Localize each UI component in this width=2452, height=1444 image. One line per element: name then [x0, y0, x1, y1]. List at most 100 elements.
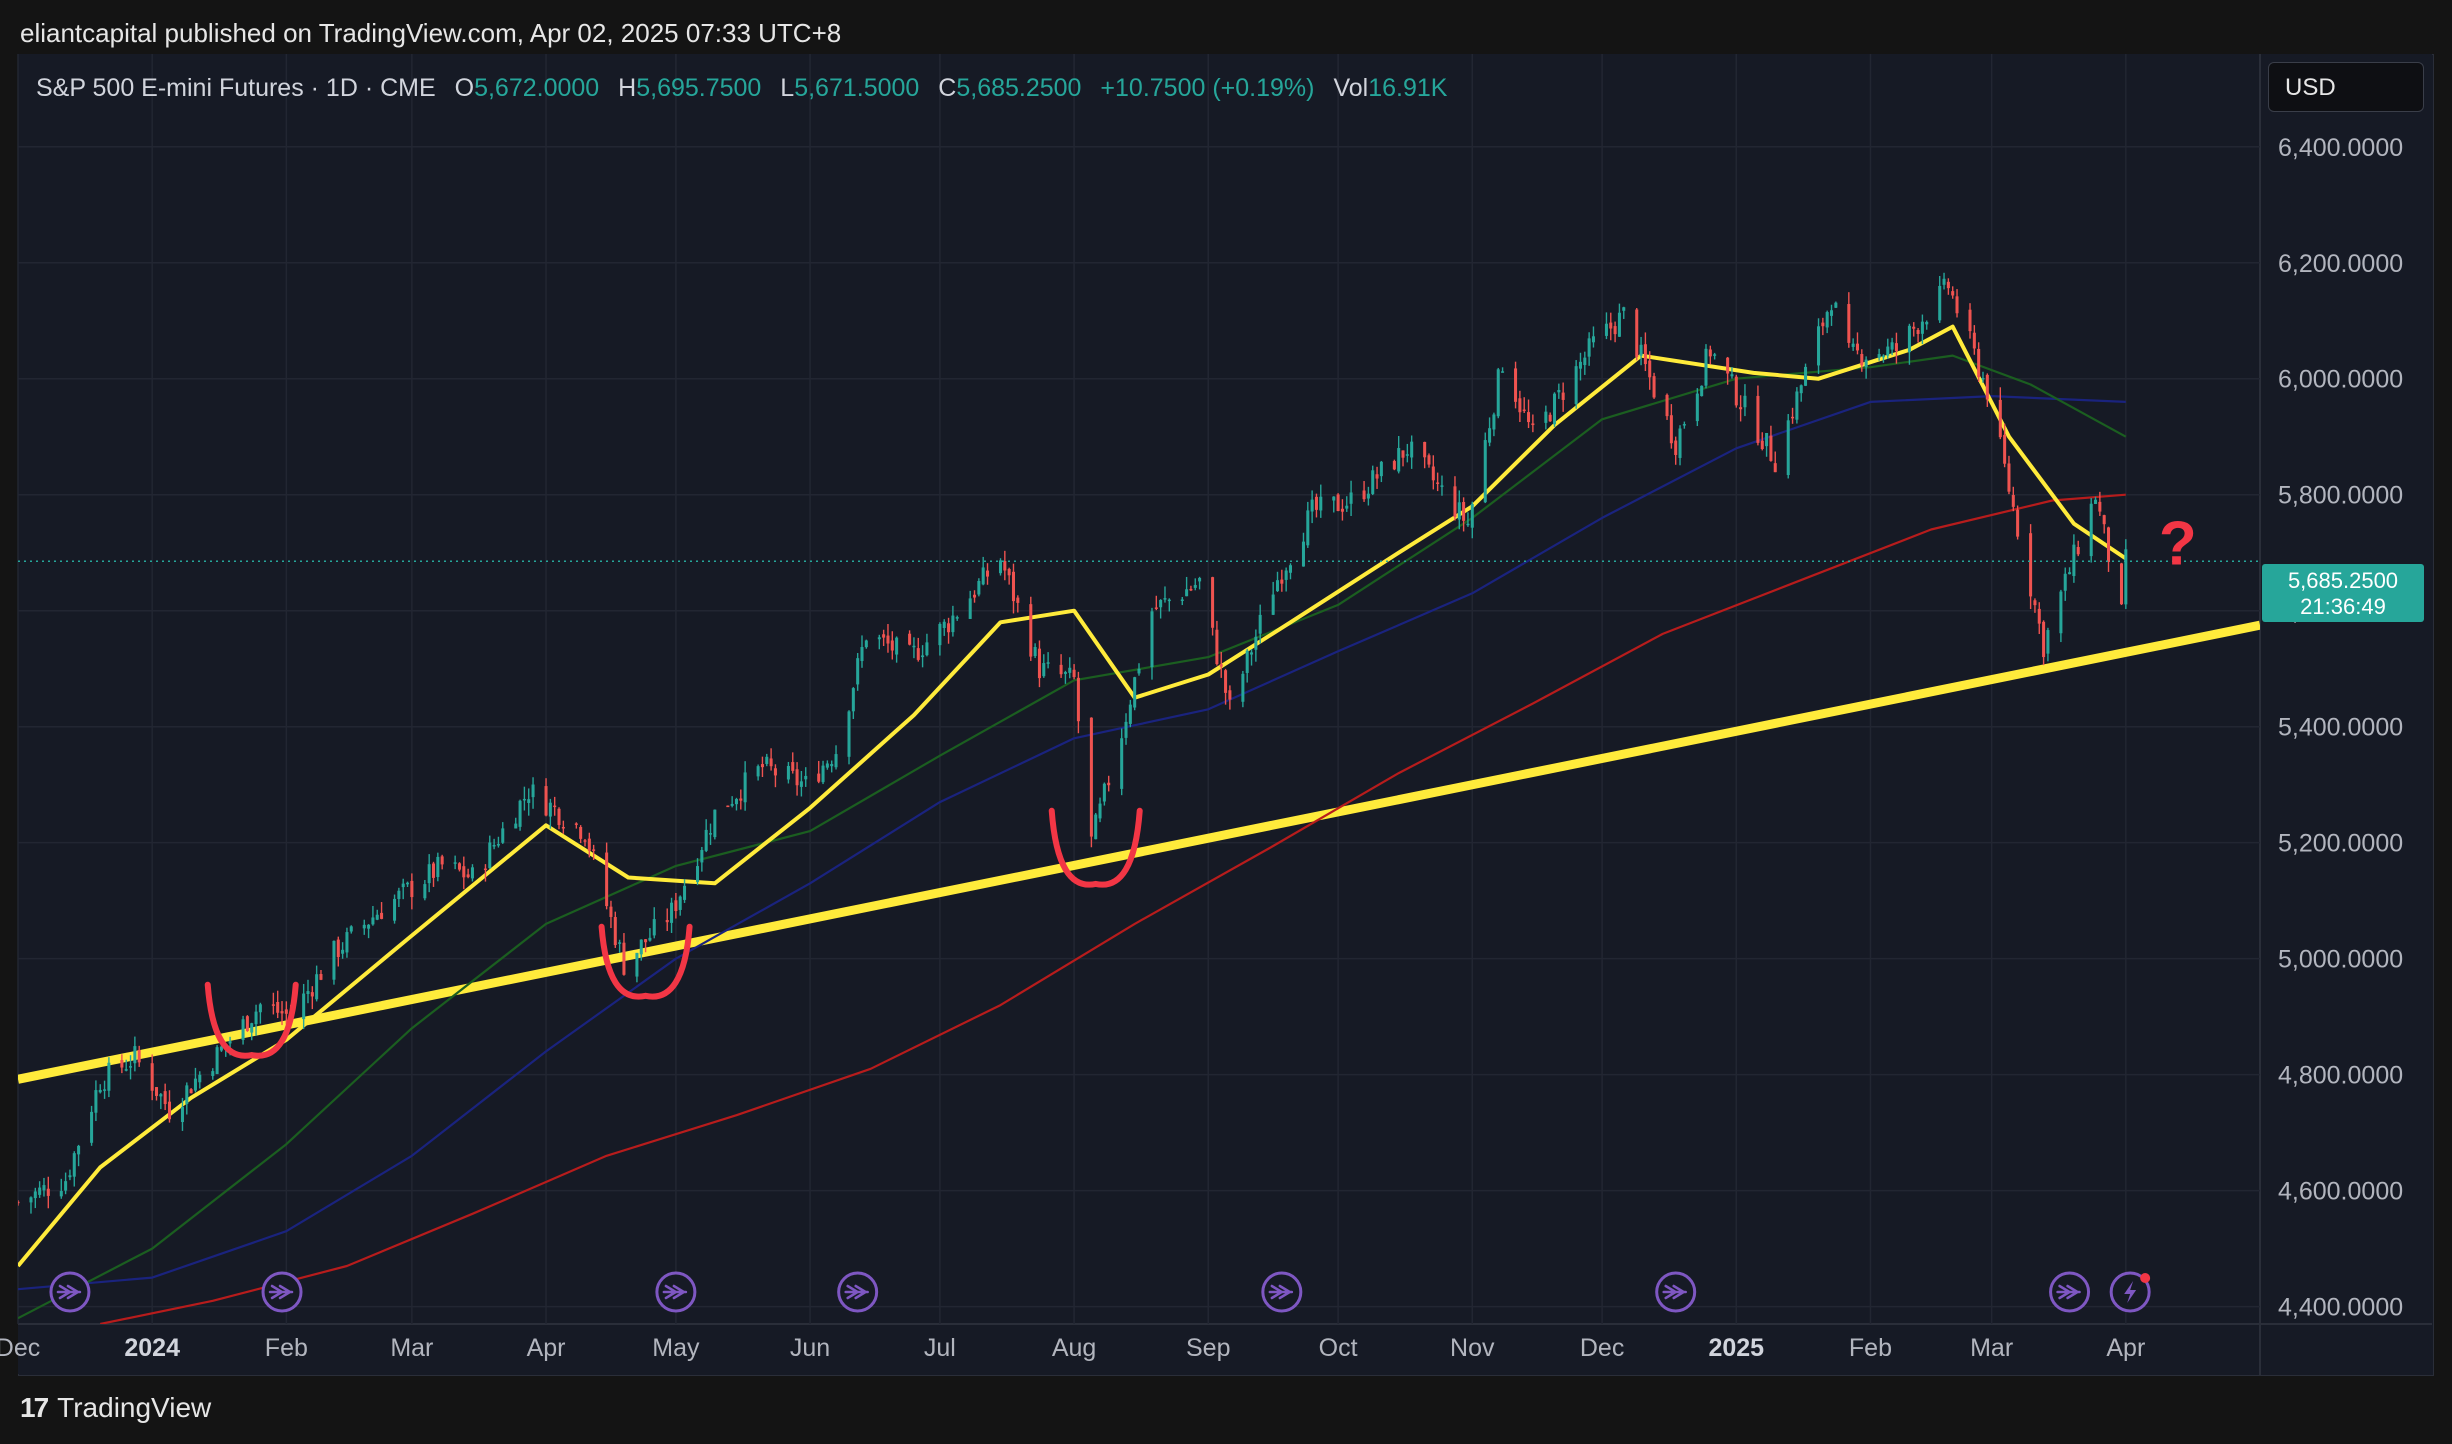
price-tick-label: 5,000.0000	[2278, 946, 2403, 974]
candle-body	[401, 883, 405, 888]
candle-body	[574, 823, 578, 825]
candle-body	[393, 898, 397, 921]
candle-body	[1258, 614, 1262, 634]
candle-body	[2037, 608, 2041, 624]
candle-body	[431, 863, 436, 878]
candle-body	[769, 758, 773, 767]
candle-body	[882, 634, 886, 638]
candle-body	[1851, 343, 1855, 347]
lightning-event-icon[interactable]	[2109, 1271, 2151, 1313]
candle-body	[890, 640, 894, 651]
candle-body	[107, 1062, 111, 1091]
candle-body	[120, 1060, 124, 1068]
candle-body	[1531, 423, 1535, 426]
candle-body	[895, 637, 899, 655]
candle-body	[1410, 441, 1414, 458]
candle-body	[1795, 391, 1799, 420]
candle-body	[743, 772, 747, 803]
time-tick-label: Apr	[527, 1334, 566, 1362]
candle-body	[1894, 343, 1898, 352]
economic-event-icon[interactable]	[49, 1271, 91, 1313]
candle-body	[1578, 361, 1582, 369]
candle-body	[1029, 604, 1033, 657]
chart-grid	[17, 54, 2432, 1376]
candle-body	[1925, 321, 1929, 325]
candle-body	[644, 939, 648, 943]
candle-body	[799, 781, 803, 787]
candle-body	[410, 880, 414, 898]
time-tick-label: Dec	[1580, 1334, 1624, 1362]
candle-body	[1345, 505, 1349, 509]
candle-body	[1639, 344, 1643, 356]
candle-body	[492, 844, 496, 847]
candle-body	[760, 764, 764, 768]
economic-event-icon[interactable]	[655, 1271, 697, 1313]
economic-event-icon[interactable]	[837, 1271, 879, 1313]
candle-body	[1972, 332, 1976, 349]
candle-body	[678, 896, 682, 910]
candle-body	[1704, 348, 1708, 386]
candle-body	[159, 1094, 163, 1097]
candle-body	[2042, 621, 2046, 658]
candle-body	[1855, 343, 1859, 351]
candle-body	[700, 850, 704, 863]
candle-body	[652, 919, 656, 936]
candle-body	[470, 867, 474, 879]
currency-selector[interactable]: USD	[2268, 62, 2424, 112]
candle-body	[544, 786, 548, 816]
candle-body	[1016, 597, 1020, 603]
ma-slow-line	[18, 395, 2126, 1291]
candle-body	[609, 906, 613, 917]
candle-body	[1042, 663, 1046, 677]
publish-header: eliantcapital published on TradingView.c…	[0, 0, 2452, 54]
candle-body	[942, 621, 946, 629]
candle-body	[1423, 441, 1427, 458]
candle-body	[1488, 428, 1492, 443]
time-tick-label: Mar	[390, 1334, 433, 1362]
tradingview-logo[interactable]: 17 TradingView	[20, 1392, 211, 1424]
candle-body	[834, 754, 838, 768]
candle-body	[2011, 495, 2015, 507]
symbol-title[interactable]: S&P 500 E-mini Futures · 1D · CME	[36, 74, 436, 102]
candle-body	[825, 763, 829, 768]
economic-event-icon[interactable]	[1655, 1271, 1697, 1313]
candle-body	[708, 833, 713, 835]
economic-event-icon[interactable]	[2049, 1271, 2091, 1313]
candle-body	[2033, 600, 2037, 606]
candle-body	[137, 1049, 141, 1063]
high-label: H	[618, 74, 637, 102]
candle-body	[1375, 474, 1379, 479]
candle-body	[683, 885, 687, 900]
candle-body	[791, 762, 795, 771]
candle-body	[284, 1009, 288, 1014]
economic-event-icon[interactable]	[261, 1271, 303, 1313]
candle-body	[557, 808, 561, 826]
economic-event-icon[interactable]	[1261, 1271, 1303, 1313]
candle-body	[587, 838, 591, 851]
candle-body	[1284, 570, 1288, 580]
candle-body	[1224, 670, 1228, 693]
candle-body	[2007, 463, 2011, 492]
candle-body	[947, 623, 951, 633]
candle-body	[1920, 321, 1924, 334]
candle-body	[592, 849, 596, 851]
candle-body	[1496, 369, 1500, 417]
ma-mid-line	[18, 354, 2127, 1320]
candle-body	[258, 1004, 262, 1013]
publish-info: eliantcapital published on TradingView.c…	[20, 18, 842, 48]
candle-body	[302, 993, 306, 1020]
candle-body	[2029, 533, 2033, 597]
price-tick-label: 5,800.0000	[2278, 482, 2403, 510]
candle-body	[886, 635, 890, 644]
candle-body	[1453, 486, 1457, 518]
candle-body	[1791, 416, 1795, 419]
candle-body	[1379, 461, 1383, 477]
candle-body	[271, 1004, 275, 1006]
support-trendline	[18, 620, 2260, 1084]
price-tick-label: 5,200.0000	[2278, 830, 2403, 858]
candle-body	[185, 1085, 189, 1104]
candle-body	[103, 1089, 107, 1091]
candle-body	[2072, 544, 2076, 577]
candle-body	[1669, 415, 1673, 444]
